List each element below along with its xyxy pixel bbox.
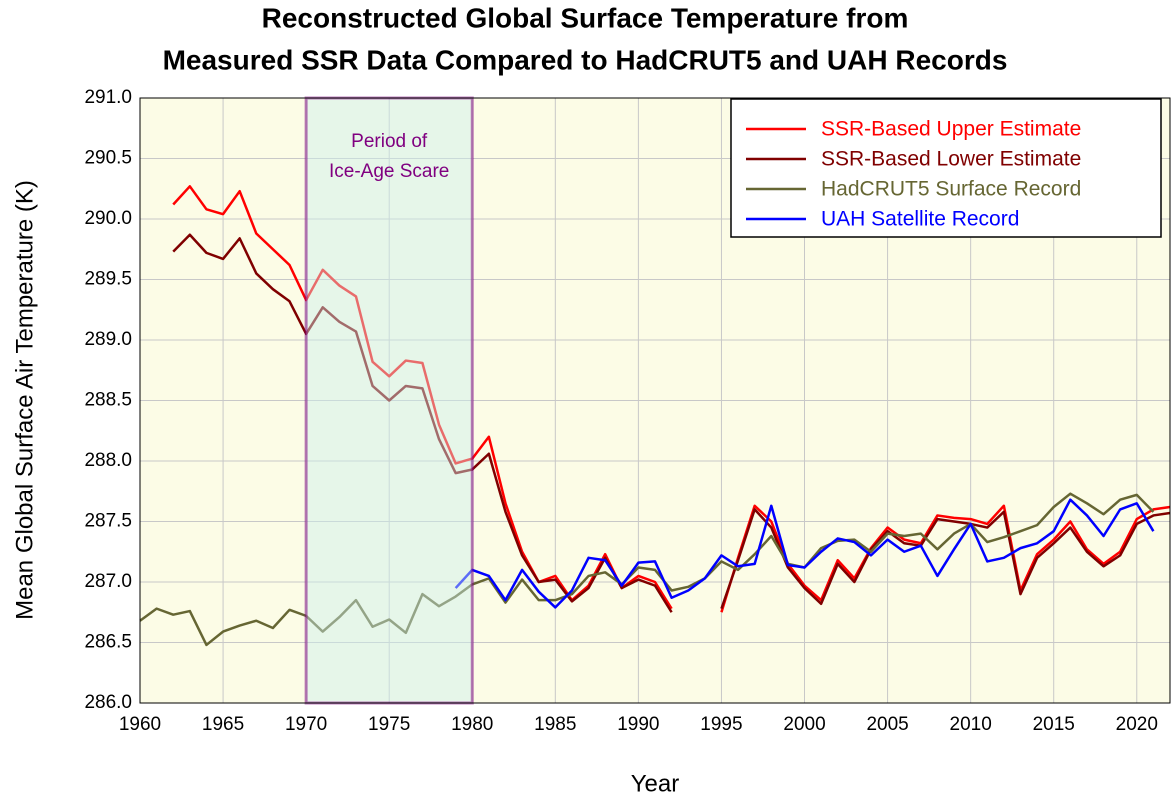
legend-label: HadCRUT5 Surface Record bbox=[821, 178, 1081, 201]
y-tick-label: 290.5 bbox=[84, 148, 132, 169]
legend-label: SSR-Based Lower Estimate bbox=[821, 148, 1081, 171]
y-tick-label: 289.0 bbox=[84, 329, 132, 350]
legend: SSR-Based Upper Estimate SSR-Based Lower … bbox=[730, 98, 1162, 238]
y-tick-label: 287.0 bbox=[84, 571, 132, 592]
y-tick-label: 291.0 bbox=[84, 87, 132, 108]
series-line bbox=[172, 233, 1171, 613]
x-tick-label: 1985 bbox=[534, 714, 576, 735]
chart-title: Measured SSR Data Compared to HadCRUT5 a… bbox=[163, 44, 1008, 75]
x-tick-label: 1995 bbox=[700, 714, 742, 735]
y-tick-label: 290.0 bbox=[84, 208, 132, 229]
x-tick-label: 2000 bbox=[783, 714, 825, 735]
x-axis-label: Year bbox=[631, 770, 680, 797]
plot-frame bbox=[139, 97, 1171, 704]
x-tick-label: 2020 bbox=[1116, 714, 1158, 735]
x-tick-label: 1960 bbox=[119, 714, 161, 735]
series-line bbox=[139, 492, 1155, 647]
x-tick-label: 2005 bbox=[866, 714, 908, 735]
x-tick-label: 1980 bbox=[451, 714, 493, 735]
x-tick-label: 1970 bbox=[285, 714, 327, 735]
shade-group: Period of Ice-Age Scare bbox=[304, 96, 474, 705]
lines bbox=[139, 185, 1171, 647]
y-tick-label: 288.0 bbox=[84, 450, 132, 471]
legend-label: SSR-Based Upper Estimate bbox=[821, 118, 1081, 141]
x-tick-label: 1990 bbox=[617, 714, 659, 735]
y-tick-label: 289.5 bbox=[84, 269, 132, 290]
x-tick-label: 1965 bbox=[202, 714, 244, 735]
legend-box bbox=[730, 98, 1162, 238]
y-axis-label: Mean Global Surface Air Temperature (K) bbox=[11, 180, 38, 620]
y-tick-label: 286.0 bbox=[84, 692, 132, 713]
y-tick-label: 286.5 bbox=[84, 632, 132, 653]
shade-region bbox=[304, 96, 474, 705]
x-tick-label: 1975 bbox=[368, 714, 410, 735]
chart-title: Reconstructed Global Surface Temperature… bbox=[262, 2, 909, 33]
labels: 286.0 286.5 287.0 287.5 288.0 288.5 289.0 289.5… bbox=[84, 87, 1157, 735]
shade-label: Ice-Age Scare bbox=[329, 161, 449, 182]
series-line bbox=[454, 498, 1155, 609]
legend-label: UAH Satellite Record bbox=[821, 208, 1019, 231]
shade-label: Period of bbox=[351, 131, 428, 152]
x-tick-label: 2015 bbox=[1033, 714, 1075, 735]
y-tick-label: 288.5 bbox=[84, 390, 132, 411]
x-tick-label: 2010 bbox=[950, 714, 992, 735]
y-tick-label: 287.5 bbox=[84, 511, 132, 532]
